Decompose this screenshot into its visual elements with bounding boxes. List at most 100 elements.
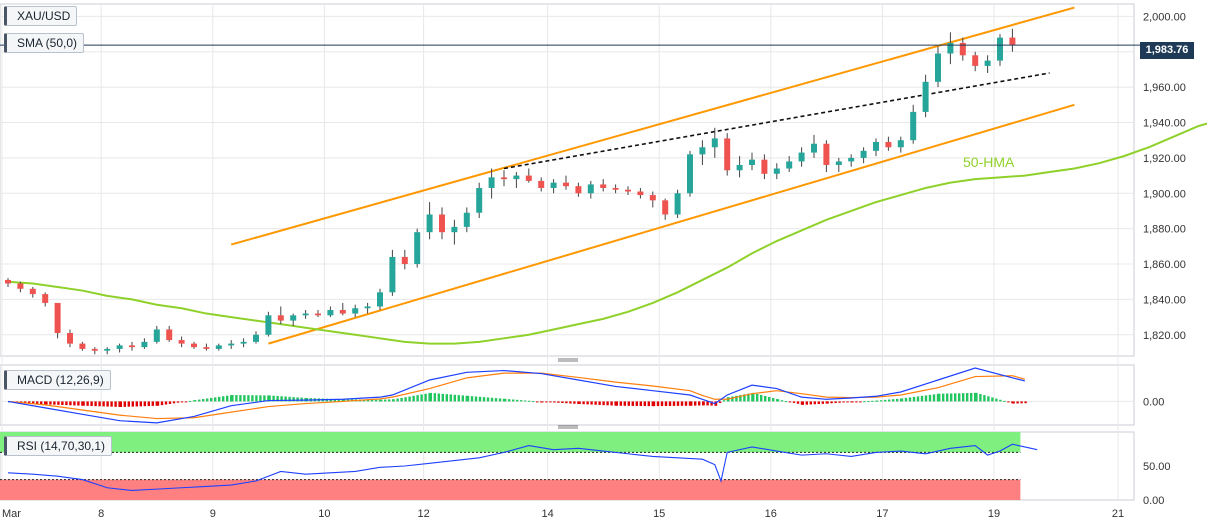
time-axis-tick: 12 bbox=[417, 508, 429, 520]
macd-histogram-bar bbox=[453, 394, 456, 402]
macd-histogram-bar bbox=[706, 401, 709, 406]
macd-histogram-bar bbox=[880, 400, 883, 402]
rsi-axis-tick: 50.00 bbox=[1143, 461, 1171, 473]
candle-body bbox=[17, 283, 24, 289]
sma-indicator-label[interactable]: SMA (50,0) bbox=[4, 33, 85, 53]
macd-histogram-bar bbox=[77, 401, 80, 406]
hma-line bbox=[7, 122, 1207, 345]
macd-histogram-bar bbox=[114, 401, 117, 407]
candle-body bbox=[79, 343, 86, 349]
macd-histogram-bar bbox=[508, 399, 511, 402]
candle-body bbox=[823, 143, 830, 165]
candle-body bbox=[426, 214, 433, 233]
macd-histogram-bar bbox=[466, 395, 470, 402]
macd-histogram-bar bbox=[772, 398, 775, 402]
macd-histogram-bar bbox=[900, 398, 904, 402]
macd-indicator-label[interactable]: MACD (12,26,9) bbox=[4, 370, 111, 390]
macd-histogram-bar bbox=[718, 401, 722, 403]
macd-histogram-bar bbox=[82, 401, 85, 406]
macd-histogram-bar bbox=[346, 399, 350, 402]
macd-histogram-bar bbox=[288, 396, 291, 402]
candle-body bbox=[935, 53, 941, 82]
candle-body bbox=[550, 182, 557, 188]
candle-body bbox=[575, 186, 582, 194]
macd-histogram-bar bbox=[747, 393, 750, 402]
macd-histogram-bar bbox=[541, 401, 544, 403]
hma-annotation: 50-HMA bbox=[963, 154, 1015, 170]
macd-histogram-bar bbox=[946, 393, 949, 402]
macd-histogram-bar bbox=[272, 395, 275, 402]
candle-body bbox=[451, 226, 458, 233]
symbol-label[interactable]: XAU/USD bbox=[4, 6, 78, 26]
macd-histogram-bar bbox=[776, 399, 780, 402]
macd-histogram-bar bbox=[520, 400, 523, 402]
candle-body bbox=[736, 164, 743, 171]
macd-histogram-bar bbox=[300, 397, 303, 402]
macd-histogram-bar bbox=[206, 398, 209, 402]
macd-histogram-bar bbox=[896, 398, 899, 402]
macd-histogram-bar bbox=[958, 393, 961, 402]
macd-histogram-bar bbox=[231, 395, 234, 402]
candle-body bbox=[91, 348, 98, 351]
macd-histogram-bar bbox=[474, 396, 478, 402]
time-axis-tick: Mar bbox=[2, 508, 21, 520]
candle-body bbox=[166, 329, 173, 341]
candle-body bbox=[538, 180, 545, 188]
macd-histogram-bar bbox=[198, 399, 201, 402]
macd-histogram-bar bbox=[627, 401, 630, 406]
macd-histogram-bar bbox=[243, 395, 246, 402]
macd-histogram-bar bbox=[247, 395, 250, 402]
macd-histogram-bar bbox=[809, 401, 812, 405]
macd-histogram-bar bbox=[218, 396, 221, 402]
macd-histogram-bar bbox=[90, 401, 93, 406]
candle-body bbox=[414, 232, 421, 265]
macd-histogram-bar bbox=[647, 401, 650, 407]
macd-histogram-bar bbox=[954, 393, 957, 402]
candle-body bbox=[587, 184, 594, 194]
macd-histogram-bar bbox=[788, 401, 792, 403]
rsi-indicator-label[interactable]: RSI (14,70,30,1) bbox=[4, 436, 113, 456]
candle-body bbox=[724, 138, 731, 171]
macd-histogram-bar bbox=[490, 397, 494, 402]
candle-body bbox=[997, 37, 1003, 61]
rsi-line bbox=[7, 443, 1038, 492]
macd-histogram-bar bbox=[214, 397, 217, 402]
macd-histogram-bar bbox=[210, 397, 213, 402]
macd-histogram-bar bbox=[714, 401, 718, 406]
price-axis-tick: 2,000.00 bbox=[1143, 11, 1186, 23]
candle-body bbox=[339, 310, 346, 314]
macd-histogram-bar bbox=[478, 396, 482, 402]
dotted-resistance-line bbox=[503, 72, 1050, 170]
macd-histogram-bar bbox=[255, 395, 258, 402]
macd-histogram-bar bbox=[53, 401, 56, 405]
candle-body bbox=[265, 315, 272, 335]
macd-histogram-bar bbox=[396, 398, 399, 402]
macd-histogram-bar bbox=[631, 401, 634, 406]
macd-histogram-bar bbox=[512, 399, 515, 402]
candle-body bbox=[873, 141, 879, 151]
macd-histogram-bar bbox=[380, 399, 383, 402]
macd-histogram-bar bbox=[98, 401, 101, 407]
macd-histogram-bar bbox=[139, 401, 142, 407]
macd-histogram-bar bbox=[202, 399, 205, 402]
macd-histogram-bar bbox=[598, 401, 601, 405]
macd-histogram-bar bbox=[73, 401, 76, 406]
candle-body bbox=[116, 345, 123, 349]
macd-histogram-bar bbox=[392, 399, 395, 402]
macd-histogram-bar bbox=[180, 401, 184, 403]
price-axis-tick: 1,820.00 bbox=[1143, 330, 1186, 342]
macd-histogram-bar bbox=[756, 393, 759, 402]
macd-histogram-bar bbox=[784, 401, 788, 403]
time-axis-tick: 9 bbox=[210, 508, 216, 520]
macd-histogram-bar bbox=[28, 401, 31, 404]
candle-body bbox=[439, 214, 445, 233]
candle-body bbox=[699, 147, 706, 155]
macd-histogram-bar bbox=[284, 396, 287, 402]
candle-body bbox=[687, 154, 693, 194]
candle-body bbox=[5, 279, 11, 284]
macd-histogram-bar bbox=[623, 401, 626, 406]
macd-histogram-bar bbox=[40, 401, 43, 405]
macd-histogram-bar bbox=[760, 394, 763, 402]
candle-body bbox=[29, 288, 36, 295]
macd-histogram-bar bbox=[999, 399, 1002, 402]
